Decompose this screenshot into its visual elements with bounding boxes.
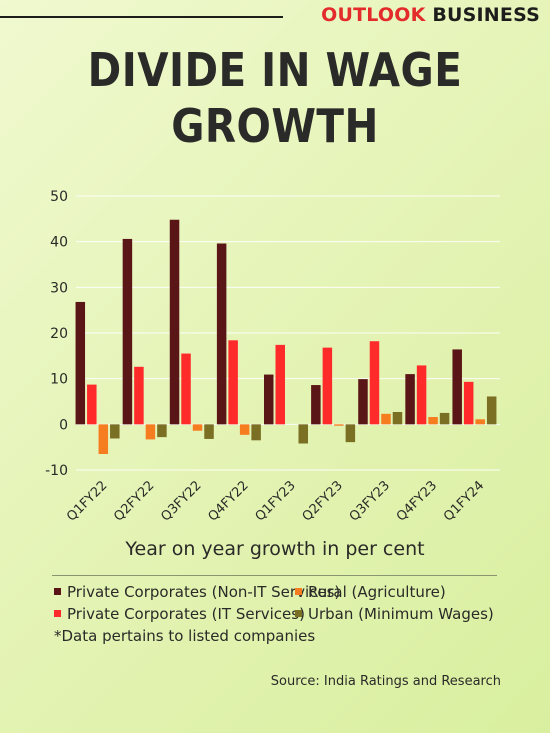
brand-word-1: OUTLOOK [321, 4, 426, 26]
bar [475, 419, 485, 425]
legend-item: Rural (Agriculture) [295, 582, 446, 602]
bar [169, 219, 180, 425]
bar [428, 417, 438, 425]
y-tick-label: 20 [50, 326, 68, 342]
brand-logo: OUTLOOK BUSINESS [321, 4, 540, 26]
bar [98, 424, 109, 455]
y-tick-label: -10 [45, 463, 68, 479]
bar [228, 340, 238, 425]
bar [345, 424, 356, 443]
bar [181, 353, 191, 425]
bar [75, 301, 86, 425]
legend-item: Urban (Minimum Wages) [295, 604, 494, 624]
bar [298, 424, 308, 444]
chart-title-line-2: GROWTH [171, 99, 379, 153]
bar [239, 424, 250, 435]
x-tick-label: Q3FY22 [158, 478, 204, 524]
x-tick-label: Q4FY23 [394, 478, 440, 524]
y-tick-label: 0 [59, 417, 68, 433]
legend-label: Private Corporates (Non-IT Services) [67, 583, 341, 601]
y-tick-label: 40 [50, 235, 68, 251]
header-rule [0, 16, 283, 18]
bar [264, 374, 274, 425]
legend-swatch [54, 610, 61, 617]
brand-word-2: BUSINESS [432, 4, 540, 26]
source-credit: Source: India Ratings and Research [270, 674, 501, 689]
x-tick-label: Q4FY22 [205, 478, 251, 524]
legend-swatch [295, 588, 302, 595]
legend-divider [52, 575, 497, 576]
bar [145, 424, 156, 440]
bar [369, 341, 380, 425]
chart-title-line-1: DIVIDE IN WAGE [87, 43, 463, 97]
x-tick-label: Q2FY22 [111, 478, 157, 524]
bar [110, 424, 120, 439]
bar [192, 424, 203, 431]
bar [311, 385, 321, 425]
bar [134, 366, 144, 425]
chart-title: DIVIDE IN WAGE GROWTH [33, 42, 517, 154]
bar [392, 412, 403, 425]
bar [122, 238, 133, 425]
bar [216, 243, 227, 425]
bar [405, 374, 415, 425]
bar [486, 396, 497, 425]
y-tick-label: 30 [50, 280, 68, 296]
bar [439, 412, 450, 425]
x-tick-label: Q1FY23 [253, 478, 299, 524]
bar [452, 349, 462, 425]
x-tick-label: Q1FY24 [441, 478, 487, 524]
bar [358, 379, 368, 425]
bar [463, 381, 474, 425]
x-tick-label: Q3FY23 [347, 478, 393, 524]
x-tick-label: Q2FY23 [300, 478, 346, 524]
bar [416, 365, 427, 425]
legend-label: Private Corporates (IT Services) [67, 605, 305, 623]
y-tick-label: 50 [50, 189, 68, 205]
footnote: *Data pertains to listed companies [54, 627, 316, 645]
bar [381, 413, 391, 425]
bar [275, 344, 285, 425]
bar [204, 424, 214, 439]
legend-swatch [54, 588, 61, 595]
y-tick-label: 10 [50, 372, 68, 388]
bar [251, 424, 261, 441]
bar [334, 424, 344, 426]
legend-label: Rural (Agriculture) [308, 583, 446, 601]
legend-label: Urban (Minimum Wages) [308, 605, 494, 623]
bar [87, 384, 97, 425]
x-axis-title: Year on year growth in per cent [125, 538, 425, 560]
legend-swatch [295, 610, 302, 617]
legend-item: Private Corporates (Non-IT Services) [54, 582, 340, 602]
legend-item: Private Corporates (IT Services) [54, 604, 305, 624]
x-tick-label: Q1FY22 [64, 478, 110, 524]
bar [322, 347, 333, 425]
bar [157, 424, 167, 438]
